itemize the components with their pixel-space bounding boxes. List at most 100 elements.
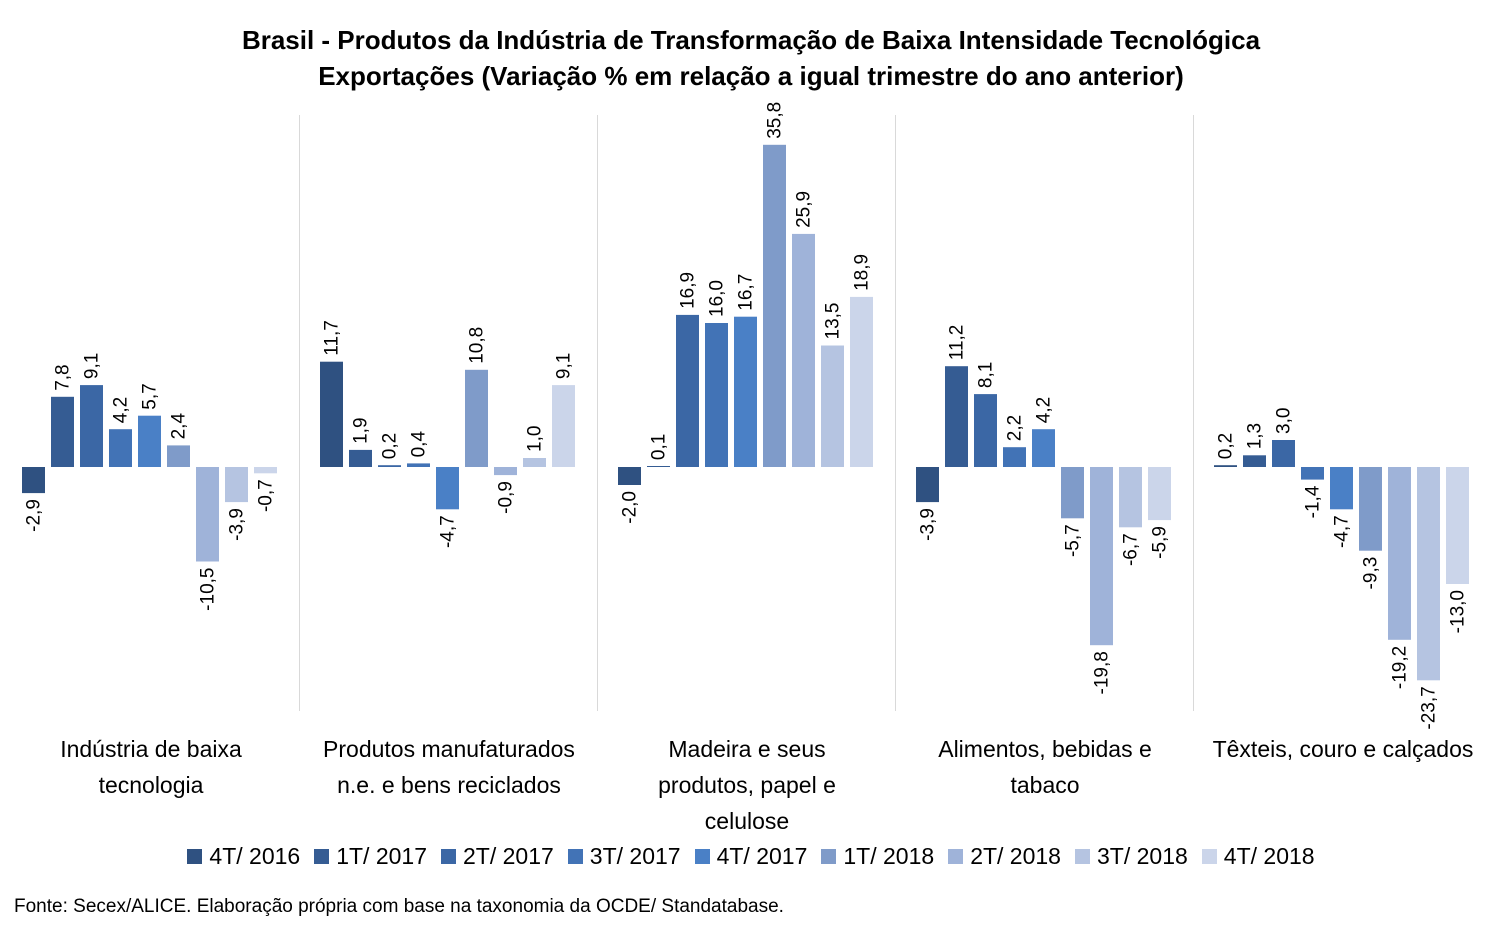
bar [1359,467,1382,551]
bar [1003,447,1026,467]
data-label: 0,4 [409,431,430,458]
bar [552,385,575,467]
data-label: -2,0 [620,491,641,524]
bar [51,396,74,467]
legend-item: 1T/ 2017 [314,843,427,870]
title-line-2: Exportações (Variação % em relação a igu… [318,61,1184,91]
data-label: -5,9 [1150,526,1171,559]
category-label: Madeira e seus produtos, papel e celulose [658,736,836,834]
legend-item: 2T/ 2017 [441,843,554,870]
data-label: 13,5 [823,303,844,340]
data-label: -0,7 [256,479,277,512]
data-label: 7,8 [53,364,74,390]
data-label: -9,3 [1361,557,1382,590]
data-label: 4,2 [111,397,132,423]
data-label: 0,1 [649,434,670,460]
legend-label: 3T/ 2018 [1096,843,1188,869]
data-label: -3,9 [918,508,939,541]
bar [196,467,219,562]
legend-label: 1T/ 2017 [336,843,427,869]
category-label-line: tabaco [1010,772,1079,798]
data-label: -0,9 [496,481,517,514]
data-label: 5,7 [140,383,161,409]
bar [1148,467,1171,521]
category-label-line: produtos, papel e [658,772,836,798]
bar [1388,467,1411,640]
legend-label: 1T/ 2018 [843,843,935,869]
bar [1272,440,1295,467]
data-label: 11,2 [947,325,968,361]
bar [821,345,844,467]
category-label: Produtos manufaturados n.e. e bens recicl… [323,736,575,798]
legend-item: 4T/ 2017 [694,843,808,870]
data-label: 1,9 [351,417,372,443]
bar [1119,467,1142,528]
bar [320,361,343,467]
category-label-line: Têxteis, couro e calçados [1213,736,1474,762]
data-label: 4,2 [1034,397,1055,423]
legend-swatch [441,849,456,864]
bar [763,144,786,468]
category-label-line: Alimentos, bebidas e [938,736,1152,762]
bar [916,467,939,503]
data-label: 10,8 [467,327,488,364]
category-label-line: tecnologia [99,772,204,798]
legend-swatch [821,849,837,864]
data-label: 25,9 [794,191,815,228]
bar [407,463,430,467]
legend-item: 3T/ 2017 [567,843,681,870]
legend-item: 4T/ 2016 [187,843,300,870]
data-label: -19,2 [1390,646,1411,689]
source-note: Fonte: Secex/ALICE. Elaboração própria c… [14,896,784,917]
bar [1061,467,1084,519]
data-label: 16,7 [736,274,757,311]
legend-swatch [567,849,583,864]
legend-swatch [694,849,710,864]
bar [523,458,546,467]
data-label: 8,1 [976,362,997,388]
legend-label: 4T/ 2018 [1223,843,1315,869]
bar [494,467,517,476]
legend-label: 4T/ 2017 [716,843,808,869]
data-label: 16,9 [678,272,699,309]
bar [945,366,968,467]
data-label: -3,9 [227,508,248,541]
bar [1243,455,1266,467]
bar [465,369,488,467]
bar [850,296,873,467]
data-label: 2,2 [1005,415,1026,441]
bar [225,467,248,503]
bar [22,467,45,494]
category-label: Indústria de baixa tecnologia [60,736,242,798]
bar [1301,467,1324,480]
bar [1446,467,1469,584]
bar [676,314,699,467]
data-label: -4,7 [438,515,459,548]
category-label-line: celulose [705,808,789,834]
legend-label: 2T/ 2018 [970,843,1061,869]
legend-item: 2T/ 2018 [948,843,1061,870]
bar [1090,467,1113,646]
data-label: 2,4 [169,413,190,440]
legend-label: 4T/ 2016 [209,843,301,869]
data-label: 9,1 [82,353,103,379]
data-label: 11,7 [322,320,343,356]
data-label: -2,9 [24,499,45,532]
data-label: 9,1 [554,353,575,379]
data-label: 16,0 [707,280,728,317]
bar [1417,467,1440,681]
legend-item: 3T/ 2018 [1074,843,1188,870]
data-label: -5,7 [1063,524,1084,557]
bar [349,449,372,467]
bar [618,467,641,485]
data-label: -10,5 [198,568,219,611]
bar [109,429,132,467]
data-label: 3,0 [1274,408,1295,434]
category-label-line: Produtos manufaturados [323,736,575,762]
title-line-1: Brasil - Produtos da Indústria de Transf… [241,25,1261,55]
bar [80,385,103,467]
bar [1330,467,1353,510]
legend-label: 2T/ 2017 [463,843,554,869]
bar [138,415,161,467]
bar [378,465,401,467]
